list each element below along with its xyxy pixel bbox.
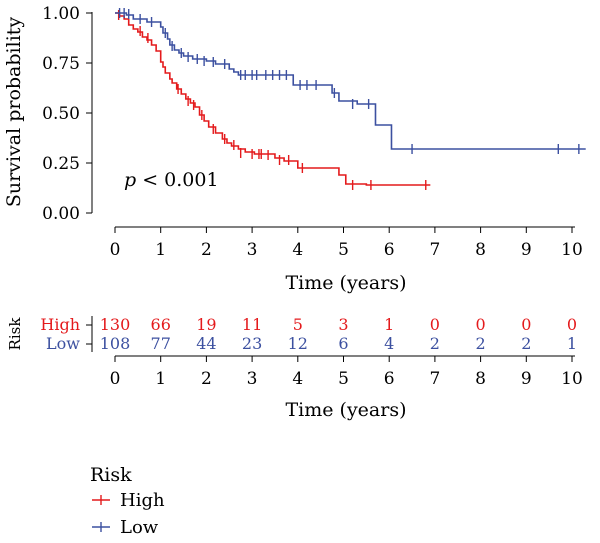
risk-count-low: 23 — [242, 334, 262, 353]
legend-label-low: Low — [120, 517, 159, 538]
risk-count-low: 77 — [151, 334, 171, 353]
risk-count-low: 12 — [288, 334, 308, 353]
risk-count-high: 66 — [151, 315, 171, 334]
risk-table-x-axis-label: Time (years) — [285, 399, 406, 421]
risk-count-low: 2 — [521, 334, 531, 353]
legend-title: Risk — [90, 464, 132, 486]
x-tick-label: 9 — [521, 240, 532, 260]
risk-count-high: 11 — [242, 315, 262, 334]
risk-row-label-low: Low — [46, 334, 80, 353]
x-tick-label: 6 — [384, 240, 395, 260]
x-tick-label: 7 — [429, 240, 440, 260]
x-tick-label: 3 — [247, 240, 258, 260]
risk-count-low: 2 — [476, 334, 486, 353]
risk-count-low: 1 — [567, 334, 577, 353]
y-tick-label: 0.50 — [42, 104, 80, 124]
pvalue-value: < 0.001 — [136, 169, 218, 191]
risk-x-tick-label: 1 — [155, 369, 166, 389]
survival-curve-high — [115, 12, 431, 186]
y-axis-label: Survival probability — [3, 17, 25, 208]
x-tick-label: 1 — [155, 240, 166, 260]
x-tick-label: 5 — [338, 240, 349, 260]
risk-count-high: 1 — [384, 315, 394, 334]
risk-count-high: 5 — [293, 315, 303, 334]
risk-count-high: 19 — [196, 315, 216, 334]
risk-x-tick-label: 2 — [201, 369, 212, 389]
risk-count-high: 3 — [338, 315, 348, 334]
risk-count-low: 44 — [196, 334, 216, 353]
risk-count-high: 0 — [476, 315, 486, 334]
pvalue-symbol: p — [124, 169, 136, 191]
y-tick-label: 0.75 — [42, 54, 80, 74]
risk-count-high: 130 — [100, 315, 131, 334]
x-tick-label: 4 — [292, 240, 303, 260]
pvalue-text: p < 0.001 — [124, 169, 219, 191]
x-tick-label: 8 — [475, 240, 486, 260]
risk-x-tick-label: 7 — [429, 369, 440, 389]
risk-x-tick-label: 9 — [521, 369, 532, 389]
risk-x-tick-label: 4 — [292, 369, 303, 389]
risk-count-high: 0 — [567, 315, 577, 334]
y-tick-label: 0.00 — [42, 204, 80, 224]
y-ticks: 0.00 0.25 0.50 0.75 1.00 — [42, 4, 92, 224]
legend-label-high: High — [120, 490, 165, 511]
x-tick-label: 0 — [110, 240, 121, 260]
series-layer — [115, 8, 586, 190]
risk-table-title: Risk — [6, 317, 24, 351]
risk-count-low: 108 — [100, 334, 131, 353]
survival-curve-low — [115, 12, 586, 150]
risk-x-tick-label: 10 — [561, 369, 583, 389]
risk-count-low: 2 — [430, 334, 440, 353]
x-ticks: 0 1 2 3 4 5 6 7 8 9 10 — [110, 227, 583, 260]
x-axis-label: Time (years) — [285, 272, 406, 294]
risk-x-tick-label: 6 — [384, 369, 395, 389]
legend: Risk High Low — [90, 464, 165, 538]
risk-count-low: 4 — [384, 334, 394, 353]
survival-plot: Survival probability 0.00 0.25 0.50 0.75 1.0… — [3, 4, 586, 294]
risk-x-tick-label: 0 — [110, 369, 121, 389]
risk-x-tick-label: 3 — [247, 369, 258, 389]
x-tick-label: 10 — [561, 240, 583, 260]
risk-count-high: 0 — [521, 315, 531, 334]
risk-x-ticks: 0 1 2 3 4 5 6 7 8 9 10 — [110, 356, 583, 389]
y-tick-label: 1.00 — [42, 4, 80, 24]
risk-count-high: 0 — [430, 315, 440, 334]
risk-row-label-high: High — [40, 315, 80, 334]
risk-x-tick-label: 5 — [338, 369, 349, 389]
risk-count-low: 6 — [338, 334, 348, 353]
risk-x-tick-label: 8 — [475, 369, 486, 389]
y-tick-label: 0.25 — [42, 154, 80, 174]
x-tick-label: 2 — [201, 240, 212, 260]
